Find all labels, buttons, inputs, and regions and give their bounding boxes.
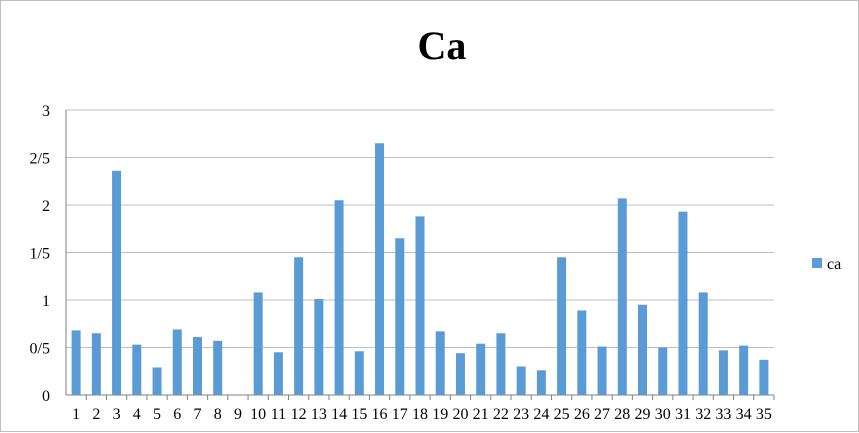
bar-25 — [557, 257, 567, 395]
bar-4 — [132, 344, 142, 395]
bar-35 — [759, 359, 769, 395]
x-tick-labels: 1 2 3 4 5 6 7 8 9 10 11 12 13 14 15 16 17 18 19 20 21 22 23 24 2… — [72, 406, 772, 423]
x-tick-label: 11 — [271, 406, 286, 423]
x-tick-label: 6 — [173, 406, 181, 423]
x-tick-label: 24 — [533, 406, 549, 423]
x-tick-label: 22 — [493, 406, 509, 423]
bar-10 — [253, 292, 263, 395]
x-tick-label: 5 — [153, 406, 161, 423]
bar-27 — [597, 346, 607, 395]
bar-31 — [678, 211, 688, 395]
y-tick-label: 0/5 — [30, 341, 50, 358]
bar-24 — [536, 370, 546, 395]
x-tick-label: 21 — [473, 406, 489, 423]
x-tick-label: 4 — [133, 406, 141, 423]
y-tick-label: 1 — [42, 293, 50, 310]
bar-33 — [718, 350, 728, 395]
x-tick-label: 26 — [574, 406, 590, 423]
bar-22 — [496, 333, 506, 395]
x-tick-label: 25 — [554, 406, 570, 423]
legend: ca — [812, 256, 841, 273]
x-tick-label: 31 — [675, 406, 691, 423]
y-tick-labels: 0 0/5 1 1/5 2 2/5 3 — [30, 103, 50, 405]
x-tick-label: 23 — [513, 406, 529, 423]
legend-label: ca — [827, 256, 841, 273]
bar-1 — [71, 330, 81, 395]
x-tick-label: 20 — [452, 406, 468, 423]
x-tick-label: 7 — [193, 406, 201, 423]
x-tick-label: 35 — [756, 406, 772, 423]
bar-21 — [476, 343, 486, 395]
bar-32 — [698, 292, 708, 395]
x-tick-label: 32 — [695, 406, 711, 423]
x-tick-label: 9 — [234, 406, 242, 423]
axes — [65, 110, 775, 400]
bar-28 — [617, 198, 627, 395]
bar-20 — [455, 353, 465, 395]
y-tick-label: 3 — [42, 103, 50, 120]
bar-2 — [91, 333, 101, 395]
bar-11 — [273, 352, 283, 395]
y-tick-label: 1/5 — [30, 246, 50, 263]
x-tick-label: 16 — [372, 406, 388, 423]
y-tick-label: 2 — [42, 198, 50, 215]
x-tick-label: 17 — [392, 406, 408, 423]
bar-19 — [435, 331, 445, 395]
legend-swatch — [812, 258, 822, 268]
bar-13 — [314, 299, 324, 395]
x-tick-label: 34 — [736, 406, 752, 423]
x-tick-label: 15 — [351, 406, 367, 423]
bar-14 — [334, 200, 344, 395]
bar-3 — [112, 170, 122, 395]
bar-16 — [375, 143, 385, 395]
x-tick-label: 2 — [92, 406, 100, 423]
bar-15 — [354, 351, 364, 395]
bar-26 — [577, 310, 587, 395]
bar-12 — [294, 257, 304, 395]
x-tick-label: 8 — [214, 406, 222, 423]
bar-29 — [638, 304, 648, 395]
x-tick-label: 33 — [715, 406, 731, 423]
x-tick-label: 27 — [594, 406, 610, 423]
x-tick-label: 19 — [432, 406, 448, 423]
x-tick-label: 28 — [614, 406, 630, 423]
bar-23 — [516, 366, 526, 395]
x-tick-label: 30 — [655, 406, 671, 423]
x-tick-label: 18 — [412, 406, 428, 423]
bar-34 — [739, 345, 749, 395]
chart-title: Ca — [418, 23, 467, 68]
bar-30 — [658, 347, 668, 395]
x-tick-label: 13 — [311, 406, 327, 423]
bar-5 — [152, 367, 162, 395]
y-tick-label: 2/5 — [30, 151, 50, 168]
bar-8 — [213, 340, 223, 395]
bar-7 — [192, 337, 202, 395]
bar-17 — [395, 238, 405, 395]
bar-18 — [415, 216, 425, 395]
x-tick-label: 10 — [250, 406, 266, 423]
x-tick-label: 14 — [331, 406, 347, 423]
bars — [71, 143, 769, 395]
y-tick-label: 0 — [42, 388, 50, 405]
x-tick-label: 29 — [635, 406, 651, 423]
x-tick-label: 12 — [291, 406, 307, 423]
x-tick-label: 3 — [113, 406, 121, 423]
bar-6 — [172, 329, 182, 395]
x-tick-label: 1 — [72, 406, 80, 423]
